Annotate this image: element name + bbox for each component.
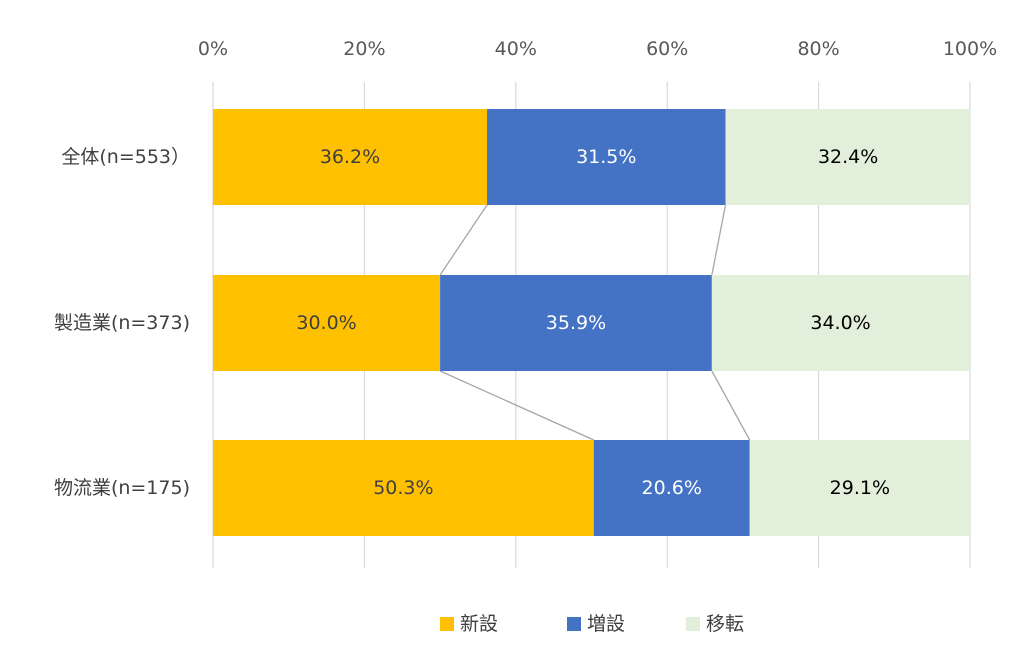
x-tick-label: 80% <box>797 38 839 60</box>
category-label: 製造業(n=373) <box>54 312 190 334</box>
data-label: 30.0% <box>296 312 356 334</box>
legend-label: 増設 <box>587 613 625 635</box>
data-label: 36.2% <box>320 146 380 168</box>
series-line <box>711 370 751 441</box>
bar-segment <box>487 109 726 205</box>
bar-segment <box>749 440 970 536</box>
bar-segment <box>213 109 488 205</box>
legend-label: 移転 <box>706 613 744 635</box>
series-line <box>711 204 727 276</box>
legend-swatch <box>686 617 700 631</box>
data-label: 50.3% <box>373 477 433 499</box>
series-lines <box>439 204 751 441</box>
bar-segment <box>213 275 441 371</box>
legend-swatch <box>440 617 454 631</box>
data-label: 32.4% <box>818 146 878 168</box>
bar-segment <box>440 275 712 371</box>
legend-swatch <box>567 617 581 631</box>
y-axis-categories: 全体(n=553） 製造業(n=373) 物流業(n=175) <box>54 146 190 499</box>
series-line <box>439 370 595 441</box>
bar-segment <box>711 275 970 371</box>
bar-segment <box>725 109 971 205</box>
bar-segment <box>213 440 594 536</box>
data-label: 29.1% <box>830 477 890 499</box>
data-label: 34.0% <box>810 312 870 334</box>
data-label: 20.6% <box>642 477 702 499</box>
x-tick-label: 60% <box>646 38 688 60</box>
data-label: 35.9% <box>546 312 606 334</box>
data-label: 31.5% <box>576 146 636 168</box>
legend: 新設 増設 移転 <box>440 613 744 635</box>
x-tick-label: 100% <box>943 38 997 60</box>
x-tick-label: 0% <box>198 38 228 60</box>
bar-segment <box>593 440 750 536</box>
x-tick-label: 20% <box>343 38 385 60</box>
legend-label: 新設 <box>460 613 498 635</box>
category-label: 全体(n=553） <box>61 146 190 168</box>
bars: 36.2% 31.5% 32.4% 30.0% 35.9% 34.0% 50.3% 20.6%… <box>213 109 971 536</box>
x-tick-label: 40% <box>495 38 537 60</box>
series-line <box>439 204 488 276</box>
x-axis-ticks: 0% 20% 40% 60% 80% 100% <box>198 38 997 60</box>
category-label: 物流業(n=175) <box>54 477 190 499</box>
